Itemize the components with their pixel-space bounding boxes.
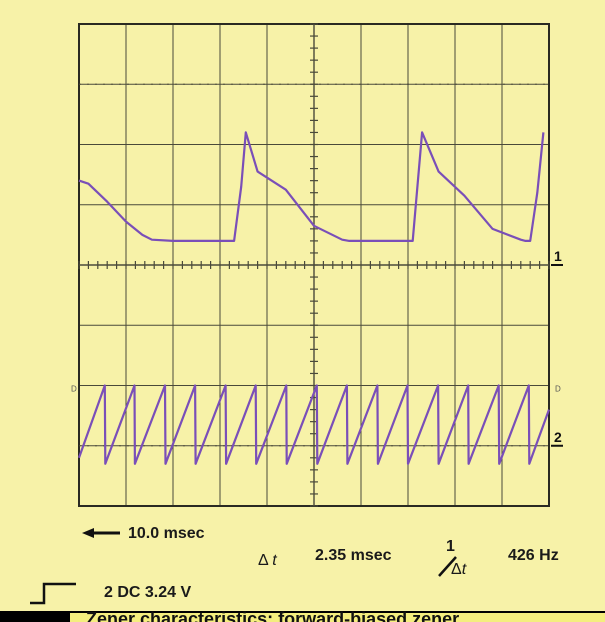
reciprocal-slash [436, 553, 460, 584]
side-mark: D [555, 385, 561, 394]
side-mark: D [71, 385, 77, 394]
channel-marker-label: 2 [554, 429, 562, 445]
delta-t-symbol: Δ t [258, 552, 277, 570]
graticule [78, 23, 550, 507]
cutoff-caption-strip: Zener characteristics: forward-biased ze… [0, 611, 605, 622]
reciprocal-one: 1 [446, 538, 455, 555]
frequency-value: 426 Hz [508, 547, 559, 564]
channel2-step-icon [30, 581, 76, 610]
delta-glyph: Δ [258, 552, 268, 569]
recip-delta-glyph: Δ [451, 561, 462, 578]
channel2-setting: 2 DC 3.24 V [104, 584, 192, 601]
delta-t-value: 2.35 msec [315, 547, 392, 564]
trace-channel-2 [77, 384, 551, 465]
trace-channel-1 [78, 131, 545, 242]
traces [77, 131, 551, 465]
recip-delta-var: t [461, 561, 467, 578]
channel-marker-label: 1 [554, 248, 562, 264]
caption-black-block [0, 611, 70, 622]
caption-box: Zener characteristics: forward-biased ze… [70, 611, 605, 622]
delta-var: t [272, 552, 277, 569]
reciprocal-delta-t: Δt [451, 561, 466, 579]
caption-text: Zener characteristics: forward-biased ze… [86, 611, 460, 622]
channel-markers: 1 2 D D [71, 248, 563, 447]
timebase-label: 10.0 msec [128, 525, 205, 542]
timebase-arrow [82, 526, 122, 545]
